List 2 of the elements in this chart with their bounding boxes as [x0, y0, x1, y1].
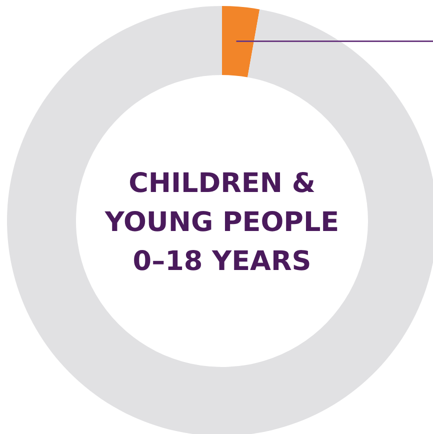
- text: CHILDREN & YOUNG PEOPLE 0–18 YEARS: [104, 168, 340, 277]
- donut-slice: [222, 6, 260, 78]
